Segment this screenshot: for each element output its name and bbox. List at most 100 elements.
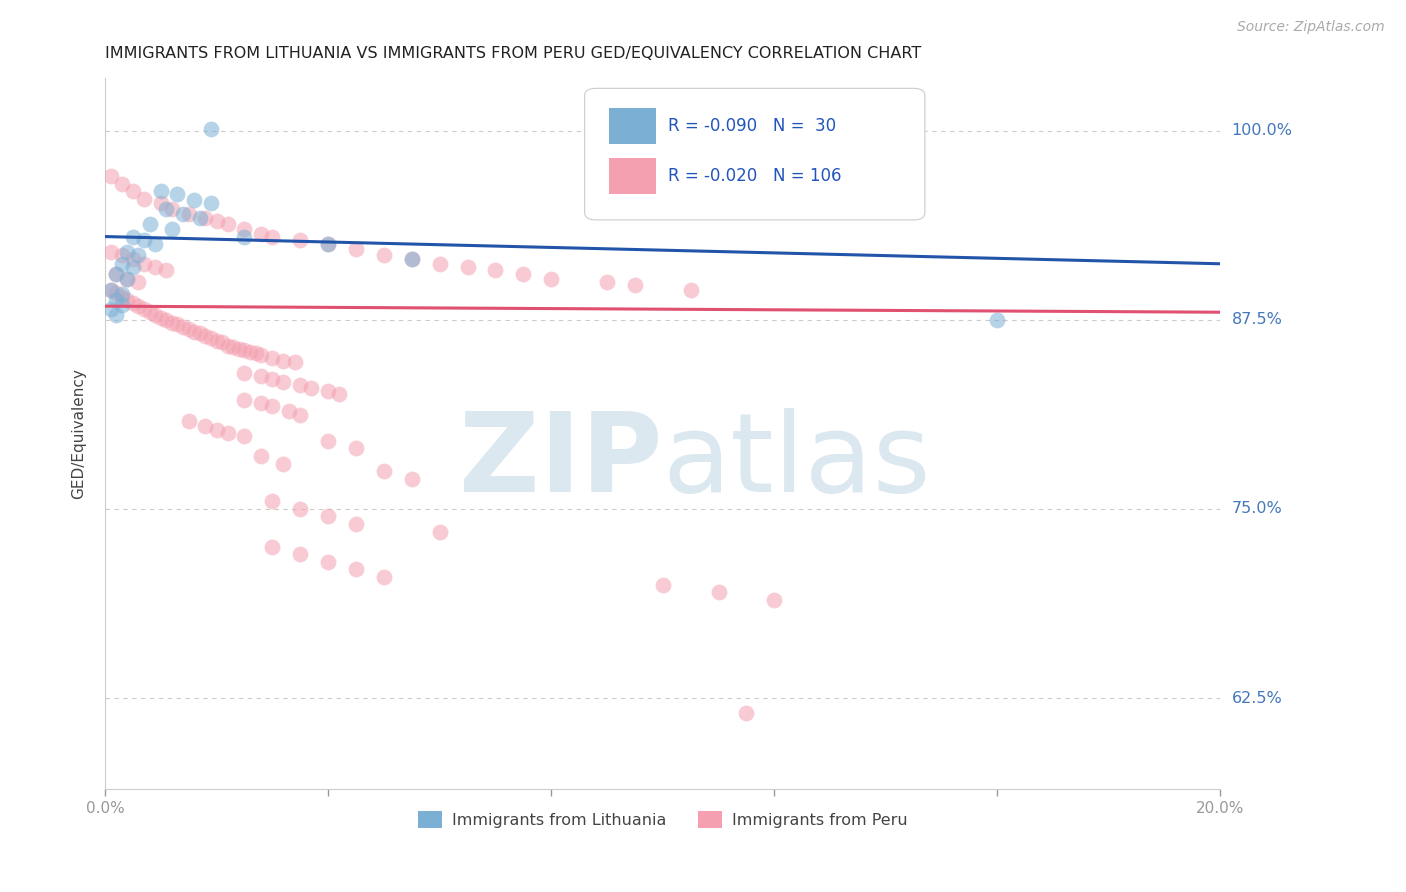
- Point: [122, 184, 145, 198]
- Point: [328, 387, 350, 401]
- Point: [127, 275, 149, 289]
- Point: [132, 192, 155, 206]
- Point: [373, 570, 395, 584]
- Point: [172, 207, 194, 221]
- Point: [105, 268, 128, 282]
- Point: [228, 342, 250, 356]
- Point: [316, 237, 339, 252]
- Point: [155, 202, 177, 217]
- Text: 75.0%: 75.0%: [1232, 501, 1282, 516]
- Point: [273, 375, 295, 389]
- Point: [211, 335, 233, 350]
- Point: [132, 233, 155, 247]
- Point: [143, 237, 166, 252]
- Point: [127, 299, 149, 313]
- Point: [763, 592, 786, 607]
- Point: [316, 434, 339, 448]
- Point: [122, 252, 145, 267]
- Point: [111, 298, 134, 312]
- Point: [205, 214, 228, 228]
- Point: [316, 384, 339, 398]
- Point: [233, 429, 256, 443]
- Point: [100, 302, 122, 317]
- Point: [122, 296, 145, 310]
- Point: [111, 290, 134, 304]
- Point: [132, 257, 155, 271]
- Point: [222, 340, 245, 354]
- Point: [457, 260, 479, 274]
- Text: IMMIGRANTS FROM LITHUANIA VS IMMIGRANTS FROM PERU GED/EQUIVALENCY CORRELATION CH: IMMIGRANTS FROM LITHUANIA VS IMMIGRANTS …: [105, 46, 921, 62]
- Point: [138, 218, 160, 232]
- Point: [316, 555, 339, 569]
- Point: [160, 202, 183, 217]
- Point: [183, 325, 205, 339]
- Point: [344, 442, 367, 456]
- Point: [200, 122, 222, 136]
- Y-axis label: GED/Equivalency: GED/Equivalency: [72, 368, 86, 499]
- Point: [100, 283, 122, 297]
- Point: [149, 311, 172, 326]
- FancyBboxPatch shape: [585, 88, 925, 220]
- Point: [429, 524, 451, 539]
- Point: [262, 372, 284, 386]
- Point: [183, 193, 205, 207]
- Point: [233, 366, 256, 380]
- Point: [401, 472, 423, 486]
- Point: [596, 275, 619, 289]
- Point: [155, 312, 177, 326]
- Point: [217, 218, 239, 232]
- Point: [117, 272, 139, 286]
- Point: [624, 277, 647, 292]
- Point: [117, 293, 139, 307]
- Point: [160, 316, 183, 330]
- Point: [233, 229, 256, 244]
- Text: 62.5%: 62.5%: [1232, 690, 1282, 706]
- Point: [138, 305, 160, 319]
- Point: [149, 184, 172, 198]
- Point: [262, 540, 284, 554]
- Point: [290, 408, 312, 422]
- Point: [290, 377, 312, 392]
- Point: [100, 283, 122, 297]
- Point: [111, 177, 134, 191]
- Text: ZIP: ZIP: [460, 409, 662, 516]
- Point: [194, 329, 217, 343]
- Point: [299, 381, 322, 395]
- Point: [105, 293, 128, 307]
- Point: [484, 263, 506, 277]
- Point: [111, 287, 134, 301]
- Point: [233, 222, 256, 236]
- Point: [132, 302, 155, 317]
- Point: [194, 418, 217, 433]
- Point: [679, 283, 702, 297]
- Point: [100, 169, 122, 183]
- Point: [245, 346, 267, 360]
- Point: [250, 396, 273, 410]
- Point: [316, 509, 339, 524]
- Point: [273, 353, 295, 368]
- Point: [194, 211, 217, 226]
- Point: [373, 464, 395, 478]
- Point: [188, 211, 211, 226]
- Point: [200, 331, 222, 345]
- Text: atlas: atlas: [662, 409, 931, 516]
- Point: [143, 308, 166, 322]
- Text: R = -0.020   N = 106: R = -0.020 N = 106: [668, 167, 842, 185]
- Point: [344, 562, 367, 576]
- Point: [250, 227, 273, 241]
- Point: [127, 248, 149, 262]
- Point: [290, 502, 312, 516]
- Point: [188, 326, 211, 341]
- Point: [250, 449, 273, 463]
- Point: [149, 196, 172, 211]
- Point: [540, 272, 562, 286]
- Text: Source: ZipAtlas.com: Source: ZipAtlas.com: [1237, 20, 1385, 34]
- Point: [205, 334, 228, 348]
- Point: [344, 517, 367, 532]
- Point: [166, 187, 188, 202]
- Point: [117, 272, 139, 286]
- Point: [111, 248, 134, 262]
- Text: 87.5%: 87.5%: [1232, 312, 1282, 327]
- Point: [233, 343, 256, 357]
- Point: [401, 252, 423, 267]
